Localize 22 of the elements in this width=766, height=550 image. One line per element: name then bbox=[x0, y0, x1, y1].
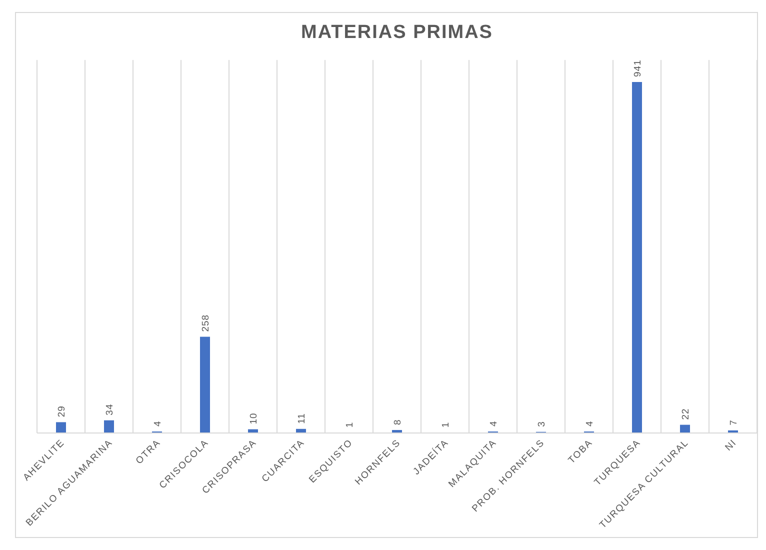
bar bbox=[200, 336, 210, 433]
bar bbox=[680, 424, 690, 433]
chart-title: MATERIAS PRIMAS bbox=[301, 22, 493, 43]
data-label: 7 bbox=[728, 420, 740, 426]
data-label: 34 bbox=[104, 404, 116, 416]
data-label: 4 bbox=[152, 420, 164, 427]
data-label: 3 bbox=[536, 421, 548, 427]
data-label: 4 bbox=[488, 420, 500, 427]
data-label: 941 bbox=[632, 60, 644, 77]
data-label: 258 bbox=[200, 314, 212, 332]
data-label: 11 bbox=[296, 413, 308, 424]
data-label: 1 bbox=[440, 422, 452, 428]
data-label: 8 bbox=[392, 419, 404, 426]
data-label: 10 bbox=[248, 412, 260, 424]
bar bbox=[632, 82, 642, 433]
data-label: 4 bbox=[584, 420, 596, 427]
data-label: 29 bbox=[56, 406, 68, 418]
data-label: 22 bbox=[680, 408, 692, 420]
bar bbox=[56, 422, 66, 433]
data-label: 1 bbox=[344, 422, 356, 428]
x-tick-label: NI bbox=[723, 437, 740, 454]
bar bbox=[104, 420, 114, 433]
